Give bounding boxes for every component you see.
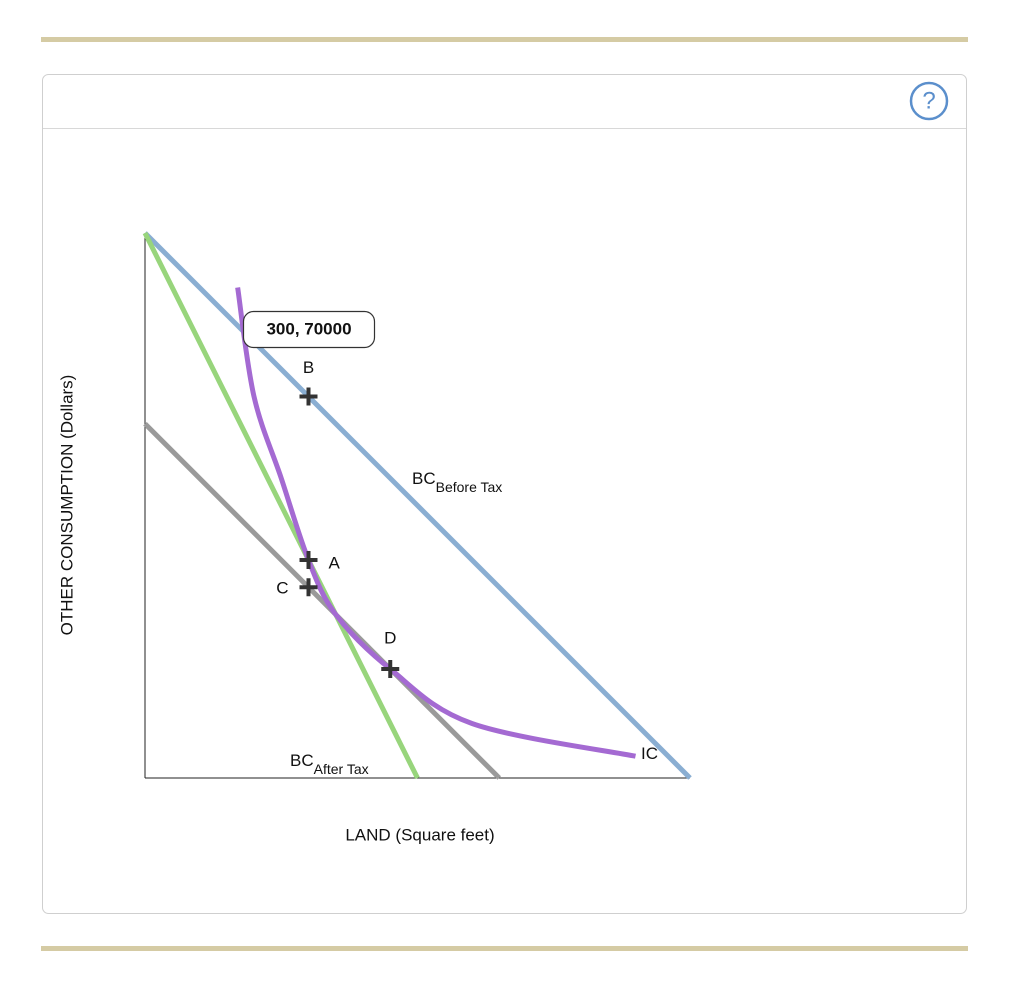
- x-axis-title: LAND (Square feet): [345, 825, 494, 844]
- series-label: BCBefore Tax: [412, 469, 502, 494]
- point-marker[interactable]: [299, 387, 318, 406]
- point-label: A: [329, 553, 341, 572]
- series-label: BCAfter Tax: [290, 751, 369, 776]
- series-name: BC: [290, 751, 314, 770]
- series-subscript: After Tax: [314, 761, 369, 777]
- tooltip-text: 300, 70000: [266, 319, 351, 338]
- series-line: [235, 287, 636, 759]
- top-rule: [41, 37, 968, 42]
- point-marker[interactable]: [299, 551, 318, 569]
- panel: [42, 74, 967, 914]
- point-label: C: [276, 579, 288, 598]
- series-line: [143, 231, 692, 780]
- point-marker[interactable]: [299, 578, 318, 597]
- series-name: IC: [641, 744, 658, 763]
- series-name: BC: [412, 469, 436, 488]
- tooltip-box: [242, 310, 376, 349]
- series-label: IC: [641, 744, 658, 763]
- bottom-rule: [41, 946, 968, 951]
- point-label: B: [303, 358, 314, 377]
- help-text[interactable]: ?: [922, 87, 935, 114]
- point-label: D: [384, 628, 396, 647]
- point-marker[interactable]: [381, 660, 400, 678]
- graph[interactable]: LAND (Square feet) OTHER CONSUMPTION (Do…: [57, 231, 692, 844]
- y-axis-title: OTHER CONSUMPTION (Dollars): [57, 375, 76, 636]
- series-line: [142, 231, 420, 780]
- series-subscript: Before Tax: [436, 479, 503, 495]
- help-button[interactable]: ?: [909, 81, 949, 121]
- help-circle[interactable]: [909, 81, 949, 121]
- series-line: [143, 421, 502, 780]
